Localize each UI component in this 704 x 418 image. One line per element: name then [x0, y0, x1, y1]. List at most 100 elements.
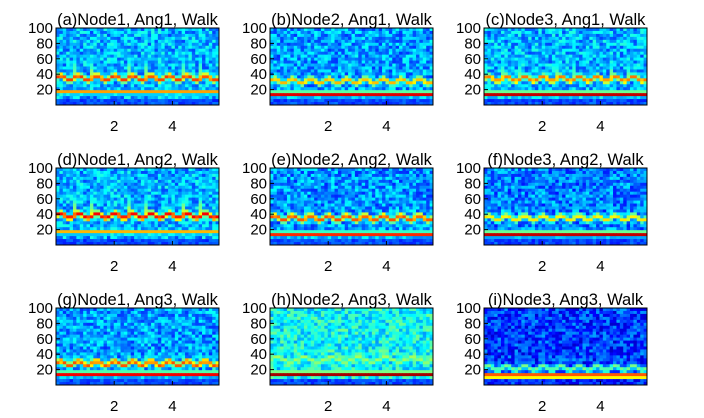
heatmap-cell: [562, 57, 566, 61]
heatmap-cell: [643, 99, 648, 103]
heatmap-cell: [402, 54, 407, 59]
heatmap-cell: [89, 81, 94, 85]
heatmap-cell: [103, 39, 108, 44]
heatmap-cell: [511, 48, 515, 53]
heatmap-cell: [89, 36, 94, 41]
heatmap-cell: [341, 60, 346, 64]
heatmap-cell: [300, 42, 305, 47]
heatmap-cell: [120, 170, 125, 175]
heatmap-cell: [589, 69, 594, 73]
heatmap-cell: [66, 30, 70, 35]
heatmap-cell: [551, 81, 556, 85]
heatmap-cell: [96, 239, 101, 243]
heatmap-cell: [500, 81, 505, 85]
heatmap-cell: [280, 78, 284, 82]
heatmap-cell: [151, 48, 155, 53]
heatmap-cell: [484, 81, 488, 85]
heatmap-cell: [195, 81, 200, 85]
heatmap-cell: [382, 66, 386, 70]
heatmap-cell: [89, 176, 94, 181]
heatmap-cell: [208, 191, 213, 196]
heatmap-cell: [212, 54, 217, 59]
heatmap-cell: [270, 66, 274, 70]
heatmap-cell: [185, 102, 189, 106]
heatmap-cell: [297, 60, 301, 64]
heatmap-cell: [623, 72, 628, 76]
heatmap-cell: [198, 209, 203, 213]
heatmap-cell: [324, 30, 329, 35]
heatmap-cell: [558, 30, 563, 35]
heatmap-cell: [626, 28, 631, 32]
heatmap-cell: [76, 78, 81, 82]
heatmap-cell: [579, 36, 583, 41]
heatmap-cell: [585, 60, 590, 64]
heatmap-cell: [202, 60, 206, 64]
heatmap-cell: [140, 176, 145, 181]
heatmap-cell: [276, 39, 281, 44]
heatmap-cell: [147, 39, 152, 44]
heatmap-cell: [117, 102, 121, 106]
heatmap-cell: [130, 233, 135, 237]
heatmap-cell: [531, 87, 536, 91]
heatmap-cell: [320, 78, 325, 82]
heatmap-cell: [378, 75, 383, 79]
heatmap-cell: [490, 51, 495, 56]
heatmap-cell: [300, 39, 305, 44]
heatmap-cell: [198, 230, 203, 234]
heatmap-cell: [161, 215, 166, 219]
heatmap-cell: [320, 66, 325, 70]
heatmap-cell: [293, 28, 298, 32]
heatmap-cell: [324, 28, 329, 32]
heatmap-cell: [147, 63, 152, 67]
heatmap-cell: [276, 75, 281, 79]
heatmap-cell: [127, 191, 132, 196]
heatmap-cell: [412, 99, 417, 103]
heatmap-cell: [100, 182, 104, 187]
heatmap-cell: [327, 81, 332, 85]
heatmap-cell: [123, 191, 128, 196]
heatmap-cell: [79, 28, 84, 32]
heatmap-cell: [56, 173, 60, 178]
heatmap-cell: [558, 81, 563, 85]
heatmap-cell: [613, 66, 617, 70]
heatmap-cell: [140, 173, 145, 178]
heatmap-cell: [76, 63, 81, 67]
heatmap-cell: [147, 99, 152, 103]
heatmap-cell: [507, 39, 512, 44]
heatmap-cell: [307, 84, 312, 88]
heatmap-cell: [168, 72, 172, 76]
heatmap-cell: [317, 54, 322, 59]
heatmap-cell: [419, 48, 424, 53]
heatmap-cell: [171, 33, 176, 38]
heatmap-cell: [147, 206, 152, 210]
heatmap-cell: [83, 194, 87, 199]
heatmap-cell: [188, 182, 193, 187]
heatmap-cell: [324, 51, 329, 56]
heatmap-cell: [310, 45, 315, 50]
heatmap-cell: [188, 212, 193, 216]
heatmap-cell: [212, 218, 217, 222]
heatmap-cell: [276, 51, 281, 56]
heatmap-cell: [215, 90, 220, 94]
heatmap-cell: [174, 221, 179, 225]
heatmap-cell: [110, 30, 115, 35]
heatmap-cell: [83, 170, 87, 175]
heatmap-cell: [307, 42, 312, 47]
heatmap-cell: [365, 90, 369, 94]
heatmap-cell: [640, 87, 645, 91]
heatmap-cell: [202, 72, 206, 76]
heatmap-cell: [416, 57, 420, 61]
heatmap-cell: [134, 96, 138, 100]
heatmap-cell: [147, 30, 152, 35]
heatmap-cell: [147, 200, 152, 204]
heatmap-cell: [385, 78, 390, 82]
heatmap-cell: [62, 221, 67, 225]
heatmap-cell: [123, 218, 128, 222]
heatmap-cell: [76, 54, 81, 59]
heatmap-cell: [643, 33, 648, 38]
heatmap-cell: [494, 63, 498, 67]
heatmap-cell: [69, 233, 74, 237]
heatmap-cell: [643, 75, 648, 79]
heatmap-cell: [212, 176, 217, 181]
heatmap-cell: [164, 99, 169, 103]
